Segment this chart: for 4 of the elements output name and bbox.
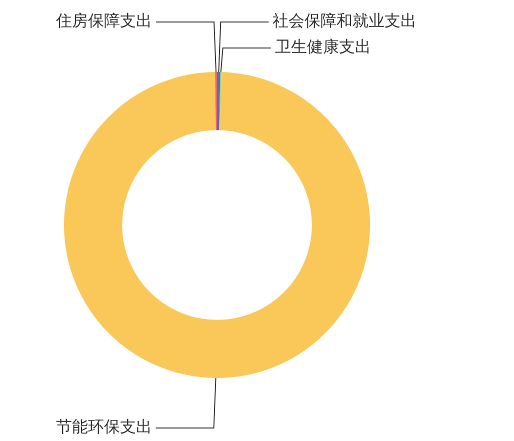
slice-label: 卫生健康支出 — [274, 37, 371, 56]
slice-label: 节能环保支出 — [56, 417, 152, 436]
slice-label: 住房保障支出 — [55, 11, 152, 30]
slice-label: 社会保障和就业支出 — [272, 11, 417, 30]
